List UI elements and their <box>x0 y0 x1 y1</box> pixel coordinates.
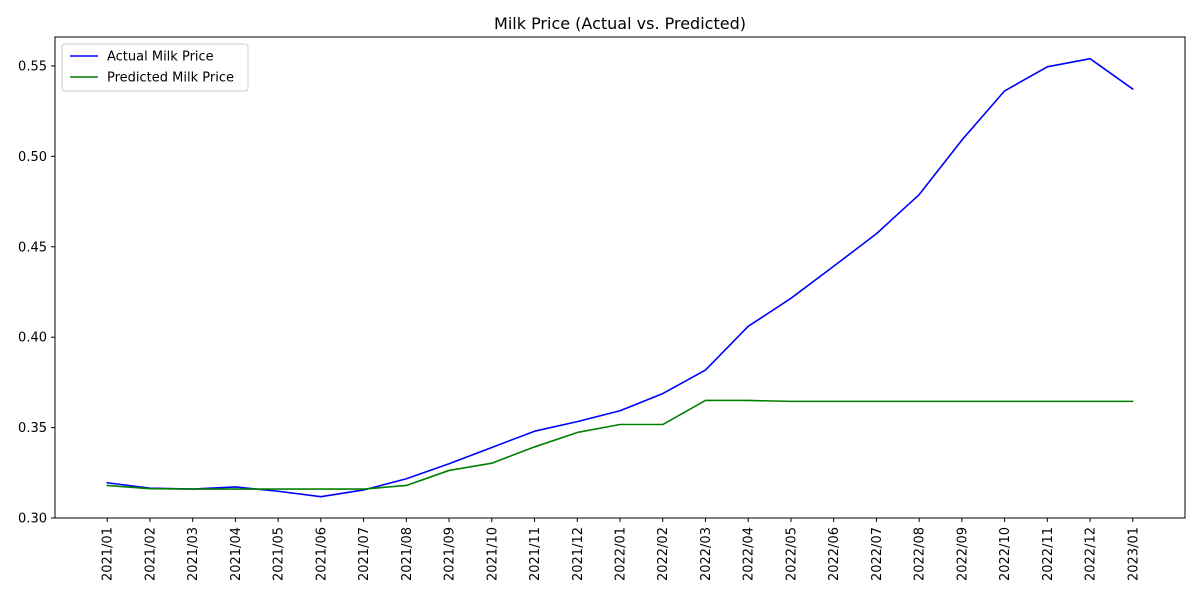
y-axis: 0.30 0.35 0.40 0.45 0.50 0.55 <box>18 59 55 527</box>
x-tick-label: 2021/01 <box>101 527 116 581</box>
legend-label: Predicted Milk Price <box>107 71 234 86</box>
y-tick-label: 0.35 <box>18 421 47 436</box>
x-tick-label: 2022/12 <box>1084 527 1099 581</box>
chart-title: Milk Price (Actual vs. Predicted) <box>494 14 746 33</box>
y-tick-label: 0.45 <box>18 240 47 255</box>
y-tick-label: 0.50 <box>18 150 47 165</box>
plot-area <box>54 36 1186 519</box>
series-line-predicted <box>106 399 1134 490</box>
x-tick-label: 2021/03 <box>186 527 201 581</box>
x-tick-label: 2021/08 <box>400 527 415 581</box>
x-tick-label: 2022/11 <box>1041 527 1056 581</box>
x-tick-label: 2022/02 <box>656 527 671 581</box>
x-tick-label: 2022/09 <box>955 527 970 581</box>
y-tick-label: 0.55 <box>18 59 47 74</box>
series-line-actual <box>106 57 1134 498</box>
legend: Actual Milk Price Predicted Milk Price <box>61 43 249 92</box>
x-tick-label: 2021/12 <box>571 527 586 581</box>
x-axis: 2021/01 2021/02 2021/03 2021/04 2021/05 2021/… <box>101 518 1141 581</box>
x-tick-label: 2021/09 <box>443 527 458 581</box>
x-tick-label: 2022/08 <box>913 527 928 581</box>
x-tick-label: 2022/06 <box>827 527 842 581</box>
x-tick-label: 2021/11 <box>528 527 543 581</box>
x-tick-label: 2021/06 <box>314 527 329 581</box>
x-tick-label: 2021/02 <box>143 527 158 581</box>
x-tick-label: 2022/01 <box>614 527 629 581</box>
x-tick-label: 2022/10 <box>998 527 1013 581</box>
plot-frame <box>54 36 1186 519</box>
y-tick-label: 0.40 <box>18 331 47 346</box>
x-tick-label: 2022/05 <box>784 527 799 581</box>
series-layer <box>106 57 1134 498</box>
x-tick-label: 2021/10 <box>485 527 500 581</box>
x-tick-label: 2023/01 <box>1126 527 1141 581</box>
x-tick-label: 2022/03 <box>699 527 714 581</box>
legend-box <box>61 43 249 92</box>
x-tick-label: 2022/07 <box>870 527 885 581</box>
legend-label: Actual Milk Price <box>107 50 214 65</box>
x-tick-label: 2022/04 <box>742 527 757 581</box>
x-tick-label: 2021/05 <box>272 527 287 581</box>
y-tick-label: 0.30 <box>18 512 47 527</box>
x-tick-label: 2021/04 <box>229 527 244 581</box>
x-tick-label: 2021/07 <box>357 527 372 581</box>
